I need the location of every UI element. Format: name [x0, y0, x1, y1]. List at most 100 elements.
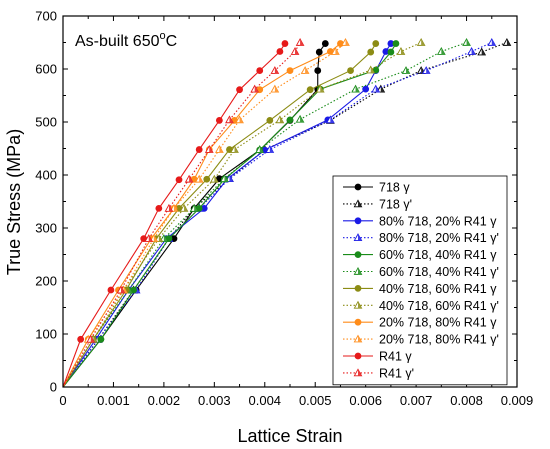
data-point [77, 335, 85, 343]
data-point [325, 115, 335, 124]
legend-label: 20% 718, 80% R41 γ [379, 316, 497, 330]
legend-entry: R41 γ [343, 350, 412, 364]
triangle-fill [320, 85, 324, 93]
triangle-fill [229, 175, 234, 182]
data-point [275, 115, 285, 124]
triangle-fill [199, 175, 203, 183]
data-point [286, 116, 294, 124]
triangle-fill [300, 38, 304, 46]
data-point [235, 115, 244, 124]
data-point [265, 145, 275, 153]
triangle-fill [239, 116, 244, 123]
series-line [62, 41, 493, 388]
triangle-fill [90, 335, 95, 343]
triangle-fill [345, 38, 350, 46]
legend-marker [354, 251, 362, 259]
data-point [266, 117, 274, 124]
x-axis-label: Lattice Strain [237, 426, 342, 446]
axes: 0 0.001 0.002 0.003 0.004 0.005 0.006 0.007 0.00… [35, 9, 533, 409]
triangle-fill [128, 286, 133, 293]
triangle-fill [421, 38, 425, 46]
data-point [421, 66, 431, 74]
triangle-fill [194, 204, 198, 212]
triangle-fill [153, 235, 158, 242]
annotation-superscript: o [160, 30, 166, 42]
legend-marker [353, 199, 363, 208]
data-point [401, 66, 411, 74]
series-11 [62, 37, 305, 388]
x-tick-label: 0.008 [450, 393, 483, 408]
data-point [502, 37, 512, 46]
series-line [62, 43, 377, 388]
triangle-fill [441, 47, 445, 55]
triangle-fill [224, 175, 229, 182]
legend-marker [354, 318, 362, 326]
data-point [255, 145, 265, 153]
data-point [314, 67, 322, 74]
x-tick-label: 0.007 [400, 393, 433, 408]
triangle-fill [300, 115, 304, 123]
data-point [159, 234, 169, 242]
legend-entry: 80% 718, 20% R41 γ [343, 214, 497, 228]
legend-entry: R41 γ' [343, 366, 414, 380]
data-point [341, 37, 350, 46]
data-point [250, 84, 260, 93]
data-point [487, 37, 497, 46]
data-point [155, 204, 163, 212]
x-tick-label: 0 [59, 393, 66, 408]
data-point [204, 145, 214, 153]
data-point [315, 84, 325, 93]
triangle-fill [279, 116, 284, 123]
data-point [154, 234, 164, 242]
data-point [416, 37, 426, 46]
data-point [367, 48, 375, 56]
annotation-suffix: C [166, 33, 178, 50]
legend-label: 718 γ [379, 181, 410, 195]
data-point [306, 86, 314, 94]
legend-entry: 718 γ [343, 181, 410, 195]
data-point [366, 65, 376, 74]
series-line [62, 41, 422, 388]
triangle-fill [136, 286, 140, 293]
legend-box [332, 175, 508, 386]
data-point [175, 176, 183, 184]
y-tick-label: 400 [35, 168, 57, 183]
x-tick-label: 0.003 [198, 393, 231, 408]
legend-entry: 60% 718, 40% R41 γ' [343, 265, 499, 279]
data-point [144, 234, 154, 242]
x-tick-label: 0.009 [501, 393, 534, 408]
legend-entry: 20% 718, 80% R41 γ [343, 316, 497, 330]
data-point [184, 174, 194, 183]
data-point [256, 67, 264, 74]
triangle-fill [305, 66, 309, 74]
data-point [315, 48, 323, 56]
triangle-fill [358, 234, 362, 241]
x-tick-label: 0.002 [148, 393, 181, 408]
data-point [276, 48, 284, 55]
legend-label: 80% 718, 20% R41 γ [379, 214, 497, 228]
data-point [295, 37, 305, 46]
triangle-fill [121, 286, 125, 293]
data-point [392, 40, 400, 47]
data-point [189, 203, 199, 212]
triangle-fill [259, 145, 264, 153]
legend-label: R41 γ [379, 350, 412, 364]
y-tick-label: 200 [35, 274, 57, 289]
data-point [215, 145, 224, 153]
x-tick-label: 0.006 [349, 393, 382, 408]
triangle-fill [358, 335, 362, 342]
data-point [436, 46, 446, 55]
legend-label: 80% 718, 20% R41 γ' [379, 231, 499, 245]
series-7 [62, 37, 426, 388]
data-point [215, 117, 223, 124]
triangle-fill [158, 235, 163, 242]
legend-label: 20% 718, 80% R41 γ' [379, 333, 499, 347]
x-tick-label: 0.001 [97, 393, 130, 408]
chart-annotation: As-built 650oC [75, 30, 177, 50]
data-point [372, 40, 380, 47]
data-point [351, 84, 360, 93]
legend-entry: 80% 718, 20% R41 γ' [343, 231, 499, 245]
triangle-fill [269, 145, 274, 153]
data-point [203, 175, 211, 183]
